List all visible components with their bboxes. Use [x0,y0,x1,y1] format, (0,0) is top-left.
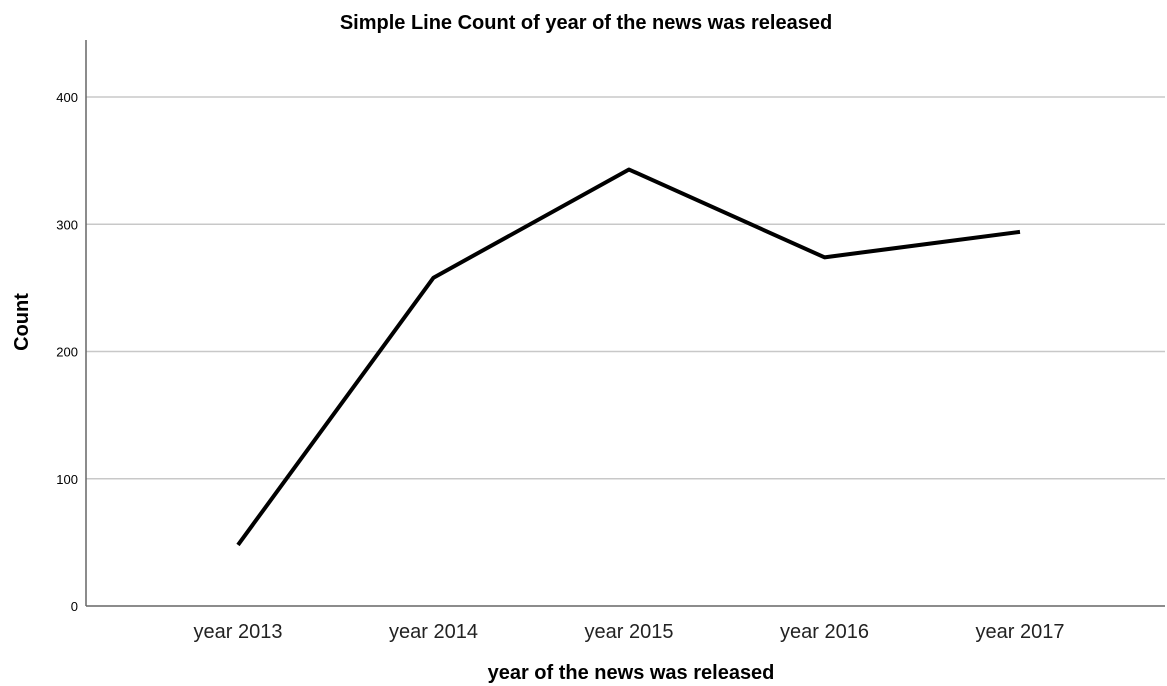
series-line-0 [236,167,1021,547]
gridlines [86,96,1165,480]
x-tick-label-0: year 2013 [194,621,283,643]
x-tick-label-1: year 2014 [389,621,478,643]
x-tick-label-2: year 2015 [585,621,674,643]
chart-title: Simple Line Count of year of the news wa… [340,12,832,34]
x-axis-label: year of the news was released [488,662,775,684]
x-tick-label-3: year 2016 [780,621,869,643]
axes [85,40,1165,607]
y-tick-label-1: 100 [56,472,78,487]
y-axis-label: Count [11,293,33,351]
y-tick-label-3: 300 [56,217,78,232]
y-tick-label-0: 0 [71,599,78,614]
y-tick-label-2: 200 [56,345,78,360]
y-axis-ticks: 0 100 200 300 400 [56,90,78,614]
x-tick-label-4: year 2017 [976,621,1065,643]
series [236,167,1021,547]
x-axis-ticks: year 2013 year 2014 year 2015 year 2016 year… [194,621,1065,643]
y-tick-label-4: 400 [56,90,78,105]
